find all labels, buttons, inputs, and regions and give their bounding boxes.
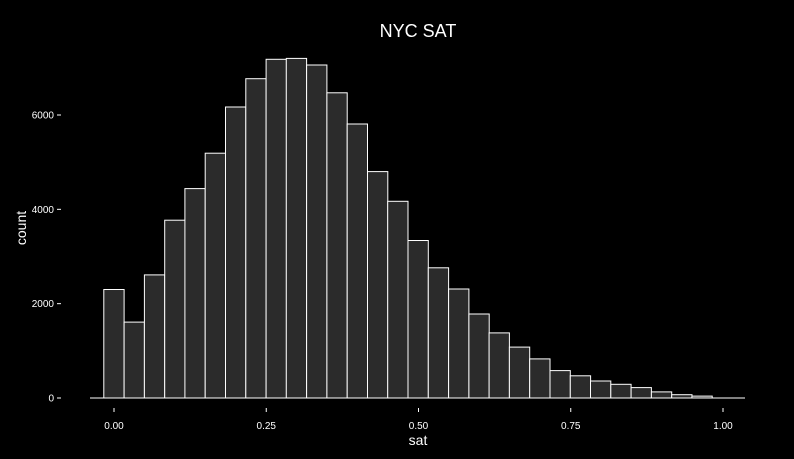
histogram-bar <box>123 321 145 399</box>
x-tick-label: 0.25 <box>257 421 277 432</box>
histogram-bar <box>184 188 206 399</box>
x-tick-label: 1.00 <box>713 421 733 432</box>
histogram-bar <box>143 274 166 399</box>
histogram-bar <box>508 346 531 399</box>
histogram-bar <box>448 288 470 399</box>
histogram-bar <box>346 123 369 399</box>
histogram-bar <box>427 267 450 399</box>
histogram-bar <box>468 313 490 399</box>
histogram-bar <box>549 370 571 399</box>
x-ticks-group: 0.00 0.25 0.50 0.75 1.00 <box>104 408 733 432</box>
histogram-bar <box>387 200 409 399</box>
histogram-bar <box>590 380 612 399</box>
histogram-bar <box>285 57 308 399</box>
histogram-bar <box>225 106 247 399</box>
histogram-bar <box>630 387 652 399</box>
bars-group <box>103 57 713 399</box>
histogram-bar <box>407 240 429 399</box>
histogram-bar <box>306 64 328 399</box>
x-tick-label: 0.50 <box>409 421 429 432</box>
histogram-bar <box>529 358 551 399</box>
histogram-bar <box>204 152 226 399</box>
histogram-bar <box>164 219 186 399</box>
histogram-bar <box>265 58 287 399</box>
y-ticks-group: 0 2000 4000 6000 <box>32 111 61 405</box>
y-tick-label: 6000 <box>32 111 55 122</box>
histogram-bar <box>367 171 389 399</box>
histogram-bar <box>610 383 632 399</box>
y-axis-label: count <box>13 211 29 245</box>
y-tick-label: 2000 <box>32 299 55 310</box>
histogram-bar <box>650 391 673 399</box>
histogram-bar <box>245 78 267 399</box>
histogram-bar <box>103 289 125 399</box>
y-tick-label: 4000 <box>32 205 55 216</box>
x-tick-label: 0.75 <box>561 421 581 432</box>
chart-title: NYC SAT <box>380 21 457 41</box>
histogram-bar <box>569 375 592 399</box>
histogram-bar <box>326 92 348 399</box>
y-tick-label: 0 <box>48 394 54 405</box>
x-tick-label: 0.00 <box>104 421 124 432</box>
histogram-bar <box>488 332 510 399</box>
x-axis-label: sat <box>409 432 428 448</box>
